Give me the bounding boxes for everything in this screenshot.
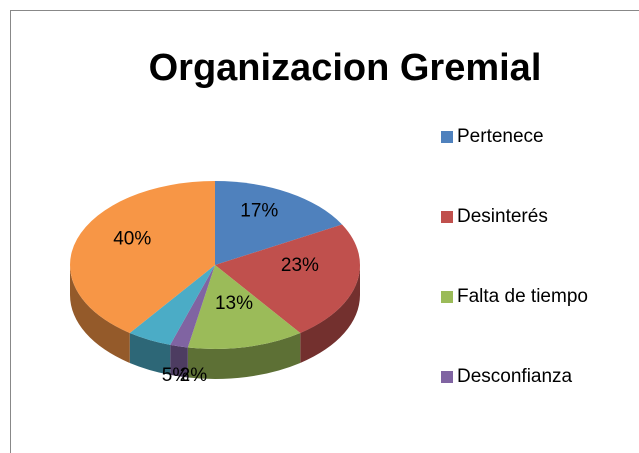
legend-label: Pertenece xyxy=(457,126,544,147)
pie-slice-side xyxy=(129,332,171,375)
legend-swatch xyxy=(441,211,453,223)
data-label: 40% xyxy=(113,228,151,249)
pie-slice-side xyxy=(70,265,130,363)
legend-label: Desinterés xyxy=(457,206,548,227)
data-label: 5% xyxy=(162,365,190,386)
legend-swatch xyxy=(441,371,453,383)
pie-slice-side xyxy=(300,265,360,363)
legend-label: Desconfianza xyxy=(457,366,573,387)
pie-slice-side xyxy=(170,344,188,378)
pie-slice xyxy=(170,265,215,348)
pie-slice-side xyxy=(187,332,301,379)
chart-title: Organizacion Gremial xyxy=(149,47,542,89)
pie-slice xyxy=(215,224,360,333)
pie-slice xyxy=(215,181,343,265)
pie-slice xyxy=(129,265,215,345)
pie-slice xyxy=(70,181,216,333)
data-label: 17% xyxy=(240,201,278,222)
data-label: 2% xyxy=(180,365,208,386)
legend-swatch xyxy=(441,291,453,303)
data-label: 23% xyxy=(281,255,319,276)
pie-slice xyxy=(187,265,301,349)
legend-label: Falta de tiempo xyxy=(457,286,588,307)
legend-swatch xyxy=(441,131,453,143)
data-label: 13% xyxy=(215,293,253,314)
